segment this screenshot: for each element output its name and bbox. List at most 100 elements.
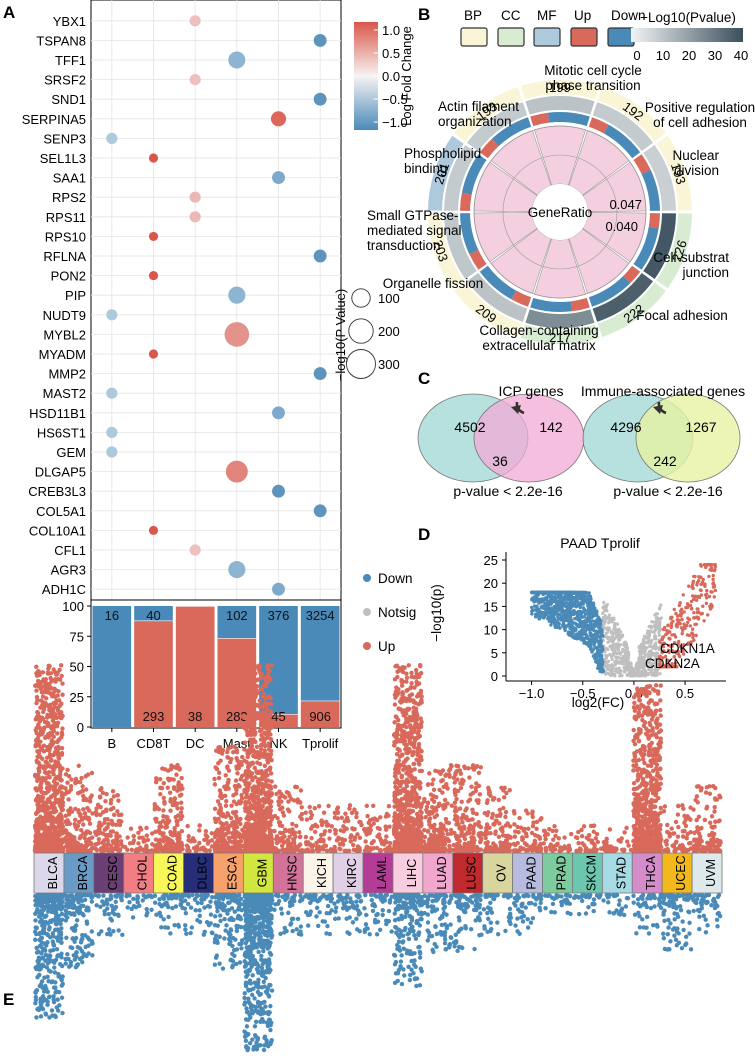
manhattan-point-down (188, 930, 193, 936)
manhattan-point-up (98, 812, 103, 818)
volcano-y-tick-label: 0 (491, 669, 498, 684)
venn1-title: ICP genes (498, 383, 563, 399)
manhattan-point-down (197, 919, 203, 925)
manhattan-point-up (40, 670, 46, 675)
manhattan-point-up (81, 807, 86, 812)
bar-x-label: NK (269, 736, 287, 751)
manhattan-point-down (201, 932, 207, 937)
manhattan-point-down (72, 912, 77, 918)
volcano-point-notsig (625, 668, 629, 672)
manhattan-point-down (72, 928, 77, 934)
manhattan-point-up (234, 787, 239, 793)
manhattan-point-up (55, 763, 61, 768)
manhattan-point-up (159, 786, 165, 791)
manhattan-point-down (63, 892, 68, 898)
gene-label: RPS10 (45, 229, 86, 244)
volcano-point-up (691, 635, 695, 640)
volcano-point-up (675, 614, 680, 618)
volcano-y-tick-label: 15 (484, 599, 498, 614)
volcano-point-notsig (624, 664, 628, 668)
volcano-point-notsig (646, 672, 651, 676)
manhattan-point-down (229, 957, 234, 963)
manhattan-point-up (49, 801, 54, 806)
term-up-ring (511, 290, 532, 307)
gene-label: HSD11B1 (29, 406, 86, 421)
manhattan-point-up (46, 781, 51, 786)
manhattan-point-down (68, 963, 73, 968)
term-label-mitotic: Mitotic cell cycle (544, 63, 642, 78)
volcano-point-notsig (606, 630, 610, 634)
manhattan-point-down (38, 1014, 44, 1019)
pvalue-tick-label: 10 (656, 48, 670, 63)
volcano-point-notsig (635, 669, 639, 673)
manhattan-point-up (176, 780, 181, 785)
volcano-point-up (709, 602, 713, 607)
manhattan-point-up (175, 801, 180, 806)
manhattan-point-up (154, 779, 159, 784)
volcano-point-down (583, 629, 588, 633)
volcano-point-down (593, 619, 597, 624)
bar-down-tprolif (300, 606, 340, 701)
volcano-point-down (590, 623, 595, 627)
volcano-point-down (579, 615, 583, 619)
term-size-label: 226 (669, 238, 690, 263)
lfc-colorbar-title: Log Fold Change (399, 26, 414, 126)
manhattan-point-down (84, 953, 89, 959)
manhattan-point-up (262, 763, 268, 768)
volcano-point-up (713, 567, 717, 572)
term-outer-ring (597, 86, 666, 142)
term-pvalue-ring (643, 213, 676, 280)
manhattan-point-up (51, 734, 56, 739)
volcano-point-up (703, 565, 708, 570)
manhattan-point-up (174, 819, 180, 825)
volcano-point-up (691, 579, 696, 583)
manhattan-point-down (183, 927, 188, 932)
manhattan-point-down (239, 946, 244, 951)
volcano-point-notsig (639, 670, 644, 674)
manhattan-point-up (46, 830, 51, 836)
manhattan-point-up (133, 848, 138, 854)
manhattan-point-down (37, 983, 43, 989)
term-pvalue-ring (525, 96, 595, 115)
manhattan-point-up (229, 756, 234, 762)
manhattan-point-up (180, 786, 185, 791)
manhattan-point-up (101, 848, 107, 853)
volcano-point-up (708, 607, 713, 611)
manhattan-point-up (111, 794, 117, 799)
volcano-point-down (539, 611, 543, 615)
manhattan-point-down (149, 907, 154, 913)
legend-swatch-down (607, 27, 635, 47)
panel-label-c: C (418, 369, 430, 388)
term-outer-ring (454, 282, 523, 338)
manhattan-point-up (117, 822, 123, 828)
manhattan-point-up (80, 784, 85, 789)
manhattan-point-down (236, 893, 241, 898)
volcano-point-down (534, 598, 539, 603)
volcano-point-up (678, 601, 682, 605)
volcano-point-down (552, 616, 556, 621)
volcano-point-down (594, 639, 599, 643)
manhattan-point-down (124, 892, 129, 898)
manhattan-point-up (116, 812, 122, 818)
volcano-x-tick-label: 0.5 (676, 686, 694, 701)
manhattan-point-up (178, 816, 184, 821)
term-down-ring (603, 124, 641, 159)
term-down-ring (633, 226, 659, 270)
term-up-ring (479, 138, 499, 159)
manhattan-point-down (70, 936, 76, 941)
manhattan-point-up (104, 791, 109, 797)
volcano-point-up (701, 604, 705, 608)
manhattan-point-up (50, 718, 56, 724)
manhattan-point-up (136, 830, 141, 835)
manhattan-point-down (38, 996, 43, 1001)
volcano-point-down (575, 592, 579, 597)
manhattan-point-up (230, 821, 236, 827)
manhattan-point-up (36, 669, 42, 675)
bar-legend-dot-down (363, 574, 371, 582)
manhattan-point-up (214, 840, 219, 845)
manhattan-point-down (226, 900, 231, 906)
lfc-tick-label: 0.0 (382, 69, 400, 84)
manhattan-point-down (43, 952, 49, 958)
dot-hsd11b1 (272, 406, 285, 420)
size-legend-circle-300 (346, 349, 376, 379)
